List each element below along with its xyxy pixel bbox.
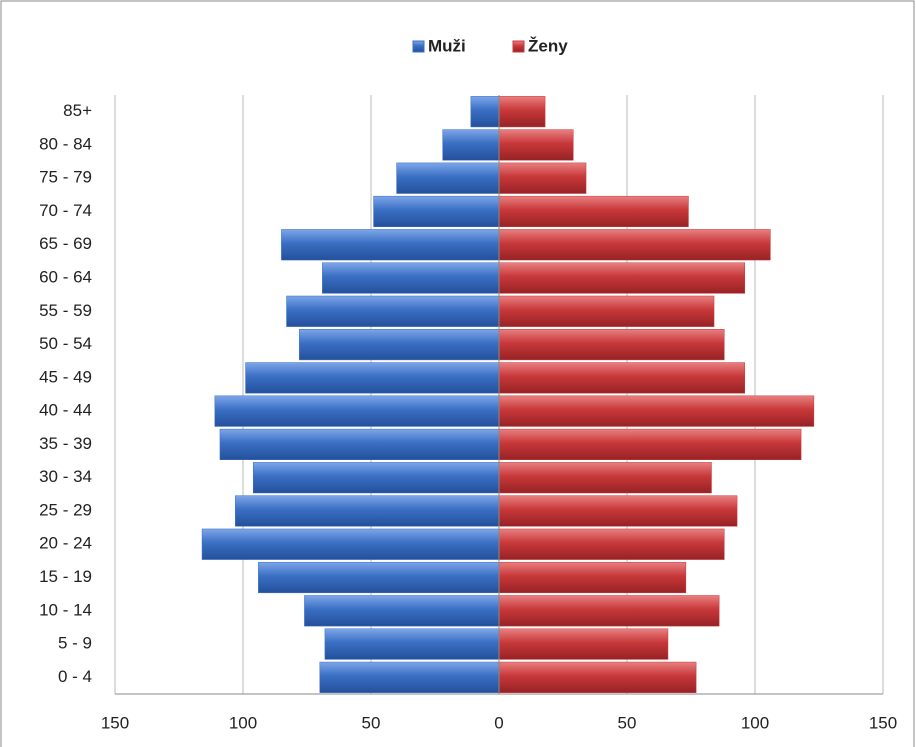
y-tick-label: 35 - 39 bbox=[39, 434, 92, 453]
x-tick-label: 100 bbox=[741, 713, 769, 732]
bar bbox=[498, 96, 546, 128]
legend-label: Muži bbox=[428, 36, 466, 55]
bar bbox=[498, 661, 697, 693]
bar bbox=[322, 262, 500, 294]
x-tick-label: 100 bbox=[229, 713, 257, 732]
bar bbox=[286, 295, 500, 327]
legend-label: Ženy bbox=[528, 36, 568, 55]
x-tick-label: 50 bbox=[362, 713, 381, 732]
bar bbox=[498, 162, 587, 194]
y-tick-label: 0 - 4 bbox=[58, 667, 92, 686]
bar bbox=[252, 462, 500, 494]
y-tick-label: 30 - 34 bbox=[39, 467, 92, 486]
bar bbox=[319, 661, 500, 693]
y-tick-label: 25 - 29 bbox=[39, 500, 92, 519]
bar bbox=[498, 362, 746, 394]
bar bbox=[498, 462, 712, 494]
x-tick-label: 0 bbox=[494, 713, 503, 732]
y-tick-label: 40 - 44 bbox=[39, 401, 92, 420]
bar bbox=[442, 129, 500, 161]
bar bbox=[304, 595, 500, 627]
bar bbox=[201, 528, 500, 560]
x-tick-label: 150 bbox=[101, 713, 129, 732]
bar bbox=[498, 561, 687, 594]
y-tick-label: 50 - 54 bbox=[39, 334, 92, 353]
y-tick-label: 80 - 84 bbox=[39, 134, 92, 153]
bar bbox=[498, 595, 720, 627]
legend-swatch bbox=[412, 40, 425, 53]
bar bbox=[373, 195, 500, 228]
y-tick-label: 85+ bbox=[63, 101, 92, 120]
x-tick-label: 50 bbox=[618, 713, 637, 732]
y-tick-label: 60 - 64 bbox=[39, 268, 92, 287]
x-tick-label: 150 bbox=[869, 713, 897, 732]
y-tick-label: 20 - 24 bbox=[39, 534, 92, 553]
bar bbox=[498, 395, 815, 427]
bar bbox=[324, 628, 500, 660]
y-tick-label: 70 - 74 bbox=[39, 201, 92, 220]
bar bbox=[470, 96, 500, 128]
bar bbox=[498, 628, 669, 660]
bar bbox=[498, 229, 771, 261]
bar bbox=[235, 495, 500, 527]
y-tick-label: 10 - 14 bbox=[39, 600, 92, 619]
bar bbox=[258, 561, 500, 594]
bar bbox=[214, 395, 500, 427]
y-tick-label: 45 - 49 bbox=[39, 367, 92, 386]
bar bbox=[245, 362, 500, 394]
bar bbox=[498, 428, 802, 460]
y-tick-label: 15 - 19 bbox=[39, 567, 92, 586]
legend-swatch bbox=[512, 40, 525, 53]
bar bbox=[498, 129, 574, 161]
y-tick-label: 55 - 59 bbox=[39, 301, 92, 320]
bar bbox=[498, 495, 738, 527]
bar bbox=[396, 162, 500, 194]
bar bbox=[498, 262, 746, 294]
bar bbox=[498, 195, 689, 228]
bar bbox=[498, 295, 715, 327]
bar bbox=[498, 528, 725, 560]
bar bbox=[281, 229, 500, 261]
y-tick-label: 75 - 79 bbox=[39, 168, 92, 187]
y-tick-label: 5 - 9 bbox=[58, 634, 92, 653]
bar bbox=[219, 428, 500, 460]
bar bbox=[498, 329, 725, 361]
bar bbox=[299, 329, 500, 361]
y-tick-label: 65 - 69 bbox=[39, 234, 92, 253]
